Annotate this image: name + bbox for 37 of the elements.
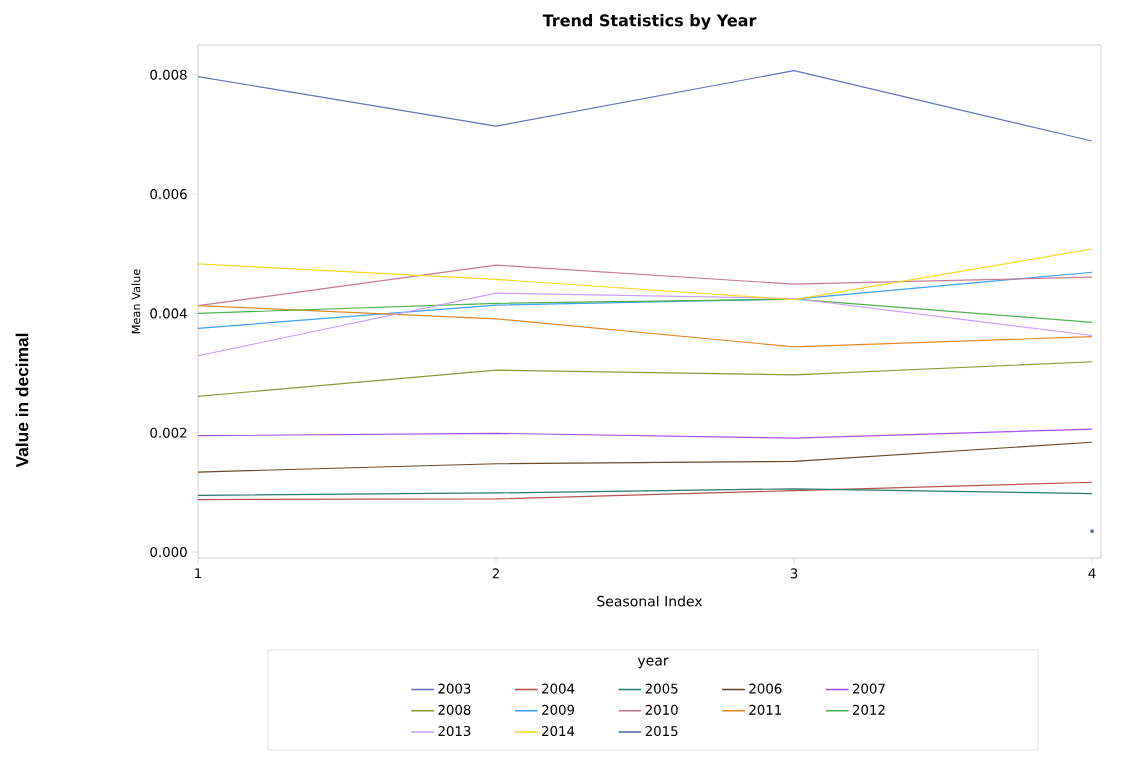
legend-label: 2009 bbox=[542, 704, 575, 715]
legend-label: 2011 bbox=[749, 704, 782, 715]
legend-label: 2008 bbox=[438, 704, 471, 715]
line-series bbox=[197, 70, 1093, 142]
y-tick-label: 0.002 bbox=[150, 427, 187, 438]
line-series bbox=[197, 305, 1093, 348]
line-series bbox=[197, 292, 1093, 357]
line-series bbox=[197, 481, 1093, 501]
line-series bbox=[197, 441, 1093, 473]
legend-label: 2012 bbox=[852, 704, 885, 715]
y-tick-label: 0.008 bbox=[150, 69, 187, 80]
y-axis-title: Mean Value bbox=[131, 269, 141, 334]
legend-label: 2007 bbox=[852, 683, 885, 694]
legend-label: 2004 bbox=[542, 683, 575, 694]
x-axis-title: Seasonal Index bbox=[597, 595, 703, 607]
legend-label: 2006 bbox=[749, 683, 782, 694]
line-series bbox=[197, 361, 1093, 397]
legend-label: 2010 bbox=[645, 704, 678, 715]
legend-label: 2003 bbox=[438, 683, 471, 694]
chart-title: Trend Statistics by Year bbox=[542, 14, 757, 30]
x-tick-label: 2 bbox=[492, 568, 499, 579]
y-tick-label: 0.006 bbox=[150, 189, 187, 200]
line-series bbox=[197, 428, 1093, 439]
line-series bbox=[197, 248, 1093, 301]
legend-label: 2013 bbox=[438, 726, 471, 737]
y-tick-label: 0.000 bbox=[150, 546, 187, 558]
legend-title: year bbox=[637, 657, 669, 669]
y-tick-label: 0.004 bbox=[150, 308, 187, 319]
legend-label: 2005 bbox=[645, 683, 678, 694]
line-series bbox=[197, 488, 1093, 496]
line-series bbox=[197, 298, 1093, 323]
x-tick-label: 4 bbox=[1088, 568, 1096, 579]
legend-label: 2015 bbox=[645, 726, 678, 737]
legend-label: 2014 bbox=[542, 726, 575, 737]
x-tick-label: 3 bbox=[790, 568, 798, 579]
text: Value in decimal bbox=[15, 333, 29, 468]
x-tick-label: 1 bbox=[195, 568, 202, 579]
